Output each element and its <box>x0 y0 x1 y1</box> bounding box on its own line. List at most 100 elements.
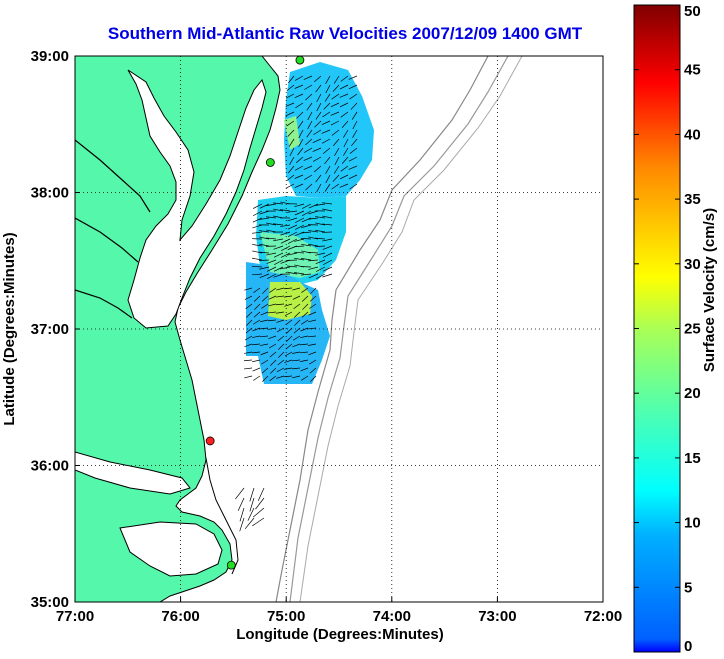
rappahannock-river <box>75 217 139 263</box>
velocity-vector <box>259 230 270 233</box>
velocity-vector <box>324 156 331 165</box>
x-axis-label: Longitude (Degrees:Minutes) <box>236 626 444 643</box>
velocity-vector <box>244 335 253 341</box>
velocity-vector <box>333 75 340 84</box>
velocity-vector <box>340 165 349 172</box>
velocity-vector <box>252 203 263 209</box>
velocity-vector <box>301 295 309 302</box>
velocity-vector <box>260 319 269 323</box>
velocity-vector <box>268 343 277 349</box>
velocity-vector <box>244 295 253 300</box>
velocity-vector <box>294 245 305 248</box>
velocity-vector <box>253 375 261 381</box>
velocity-vector <box>292 343 301 348</box>
velocity-vector <box>323 259 333 266</box>
velocity-vector <box>267 273 277 280</box>
station-marker-red <box>205 436 215 446</box>
velocity-vector <box>259 203 270 209</box>
velocity-vector <box>276 311 285 314</box>
velocity-vector <box>273 252 284 258</box>
velocity-vector <box>294 217 305 223</box>
velocity-vector <box>269 367 277 374</box>
velocity-vector <box>252 273 263 276</box>
velocity-vector <box>306 102 313 111</box>
velocity-vector <box>268 303 277 307</box>
potomac-river <box>75 139 151 213</box>
velocity-vector <box>266 216 277 219</box>
velocity-vector <box>321 120 331 126</box>
velocity-vector <box>331 129 340 136</box>
velocity-vector <box>316 183 322 193</box>
velocity-vector <box>300 367 309 372</box>
velocity-vector <box>280 209 291 212</box>
velocity-vector <box>252 217 263 223</box>
velocity-vector <box>312 147 322 152</box>
isobath-1 <box>275 56 489 602</box>
velocity-vector <box>258 259 270 261</box>
velocity-vector <box>294 75 304 81</box>
velocity-vector <box>308 319 317 323</box>
velocity-vector <box>285 183 295 189</box>
velocity-vector <box>295 156 304 164</box>
station-marker-green <box>265 158 275 167</box>
velocity-vector <box>301 311 309 318</box>
velocity-vector <box>280 252 291 258</box>
y-tick-label: 36:00 <box>31 458 69 475</box>
velocity-vector <box>307 251 319 254</box>
velocity-vector <box>259 251 270 254</box>
velocity-vector <box>331 183 340 190</box>
velocity-vector <box>294 165 304 171</box>
velocity-vector <box>310 287 317 294</box>
velocity-vector <box>301 273 312 276</box>
velocity-vector <box>255 497 265 510</box>
velocity-vector <box>308 273 319 279</box>
velocity-vector <box>268 319 277 322</box>
velocity-vector <box>307 120 313 130</box>
velocity-vector <box>340 75 349 82</box>
plot-area <box>75 56 603 602</box>
velocity-vector <box>288 231 298 238</box>
velocity-vector <box>266 222 277 226</box>
velocity-vector <box>280 231 291 236</box>
velocity-vector <box>339 93 349 98</box>
velocity-vector <box>294 224 305 230</box>
colorbar-tick-label: 15 <box>684 450 701 467</box>
velocity-vector <box>294 203 305 208</box>
velocity-vector <box>285 343 293 350</box>
velocity-vector <box>287 224 298 230</box>
velocity-vector <box>253 319 261 325</box>
velocity-vector <box>276 303 285 306</box>
velocity-vector <box>315 229 326 233</box>
velocity-vector <box>297 120 304 129</box>
velocity-vector <box>277 335 285 342</box>
velocity-vector <box>247 507 255 521</box>
colorbar-tick-label: 5 <box>684 579 692 596</box>
velocity-vector <box>322 111 331 118</box>
isobath-2 <box>289 56 509 602</box>
velocity-vector <box>244 343 253 348</box>
velocity-vector <box>305 93 313 101</box>
x-tick-label: 73:00 <box>478 608 516 625</box>
velocity-vector <box>252 265 263 268</box>
velocity-vector <box>262 287 269 294</box>
velocity-vector <box>308 335 317 338</box>
velocity-vector <box>330 111 340 116</box>
velocity-vector <box>237 497 245 511</box>
velocity-vector <box>292 375 301 379</box>
velocity-vector <box>322 252 333 258</box>
x-tick-label: 74:00 <box>373 608 411 625</box>
velocity-vector <box>289 147 295 157</box>
velocity-vector <box>266 203 277 207</box>
velocity-vector <box>286 84 295 91</box>
velocity-vector <box>284 303 293 307</box>
velocity-vector <box>322 266 333 272</box>
velocity-vector <box>287 217 298 222</box>
colorbar-label: Surface Velocity (cm/s) <box>701 208 718 372</box>
velocity-vector <box>239 507 245 522</box>
chart-title: Southern Mid-Atlantic Raw Velocities 200… <box>108 24 583 43</box>
velocity-vector <box>260 343 269 346</box>
velocity-vector <box>276 327 285 333</box>
velocity-vector <box>249 497 255 512</box>
velocity-vector <box>322 147 331 155</box>
